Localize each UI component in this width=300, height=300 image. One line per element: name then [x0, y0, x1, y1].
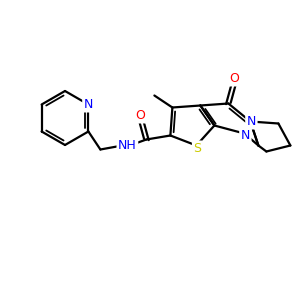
Text: N: N [247, 115, 256, 128]
Text: N: N [84, 98, 93, 111]
Text: N: N [241, 129, 250, 142]
Text: S: S [194, 142, 201, 155]
Text: O: O [135, 109, 145, 122]
Text: O: O [230, 72, 239, 85]
Text: NH: NH [118, 139, 137, 152]
